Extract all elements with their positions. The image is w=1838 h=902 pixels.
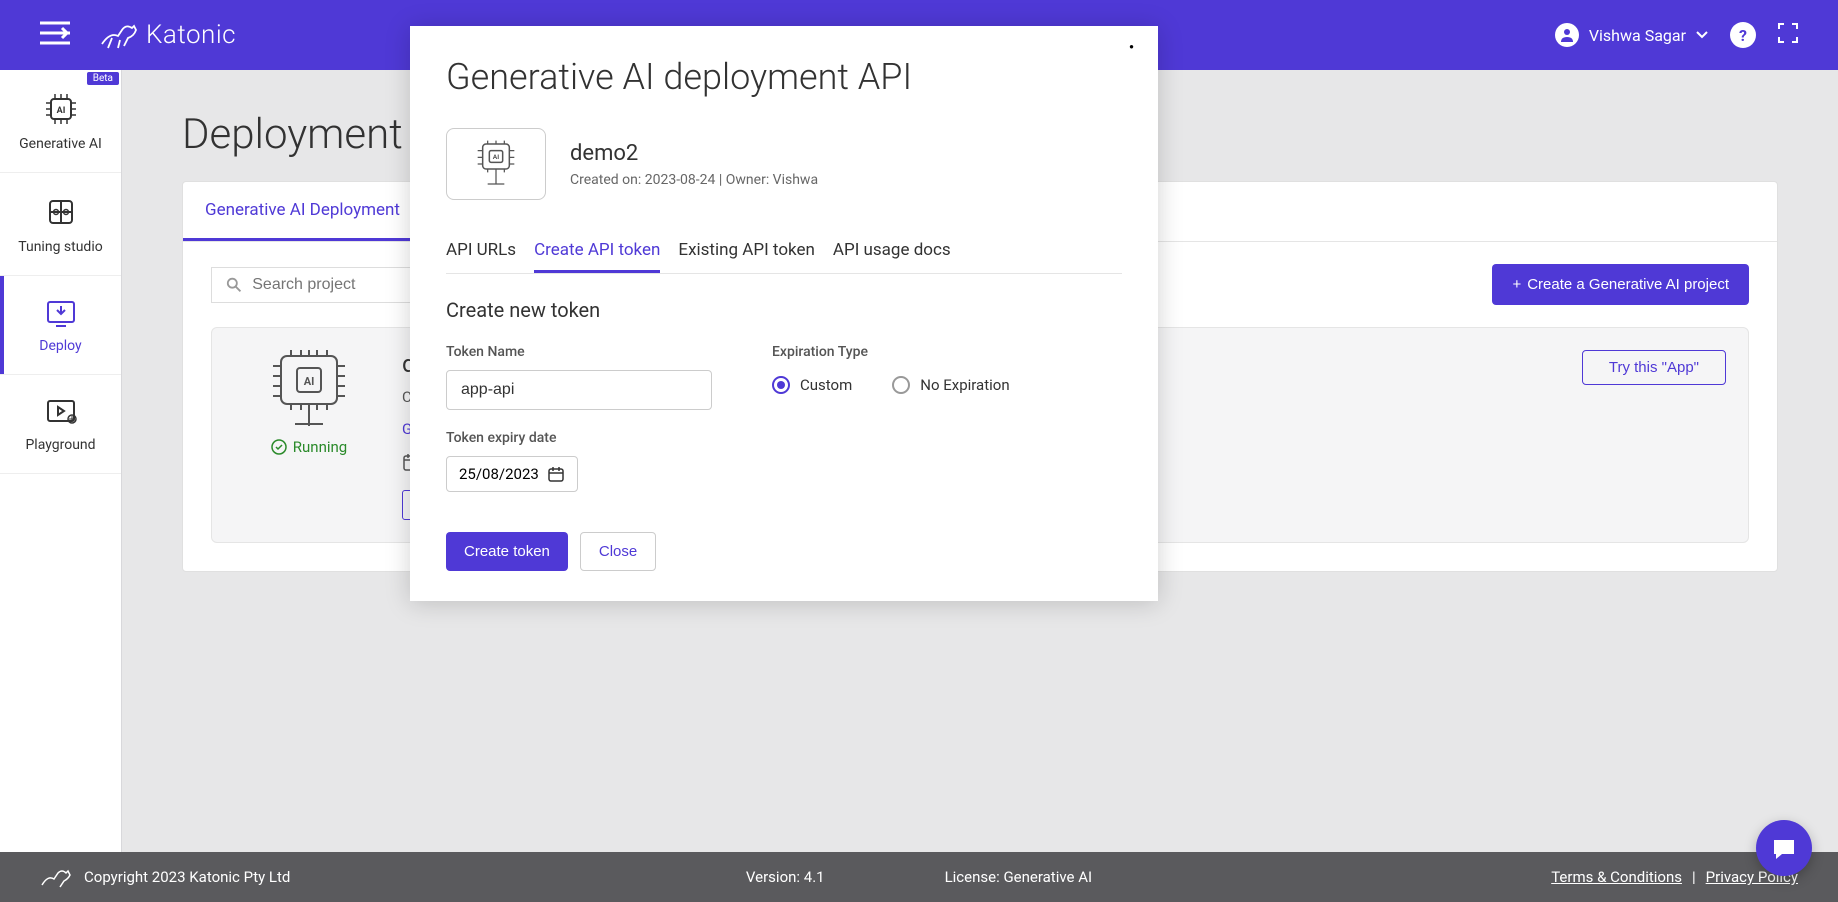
playground-icon xyxy=(44,397,78,427)
create-project-button[interactable]: + Create a Generative AI project xyxy=(1492,264,1749,305)
check-circle-icon xyxy=(271,439,287,455)
modal-actions: Create token Close xyxy=(446,532,1122,571)
expiration-type-label: Expiration Type xyxy=(772,344,1010,360)
deploy-icon xyxy=(44,298,78,328)
status: Running xyxy=(271,438,347,456)
chat-fab[interactable] xyxy=(1756,820,1812,876)
try-app-button[interactable]: Try this "App" xyxy=(1582,350,1726,385)
sidebar: Beta AI Generative AI Tuning studio Depl… xyxy=(0,70,122,872)
ai-chip-icon: AI xyxy=(44,92,78,126)
chevron-down-icon xyxy=(1696,31,1708,39)
status-label: Running xyxy=(293,438,347,456)
create-token-button[interactable]: Create token xyxy=(446,532,568,571)
radio-custom[interactable]: Custom xyxy=(772,376,852,394)
copyright: Copyright 2023 Katonic Pty Ltd xyxy=(84,868,290,886)
section-title: Create new token xyxy=(446,298,1122,322)
radio-row: Custom No Expiration xyxy=(772,376,1010,394)
user-name: Vishwa Sagar xyxy=(1589,26,1686,45)
expiry-date-label: Token expiry date xyxy=(446,430,1122,446)
modal-tabs: API URLs Create API token Existing API t… xyxy=(446,230,1122,274)
close-icon[interactable]: ● xyxy=(1129,42,1134,51)
radio-custom-label: Custom xyxy=(800,376,852,394)
user-avatar-icon xyxy=(1555,23,1579,47)
sidebar-item-label: Tuning studio xyxy=(18,239,102,255)
logo-text: Katonic xyxy=(146,20,236,50)
card-right: Try this "App" xyxy=(1582,350,1726,520)
token-name-input[interactable] xyxy=(446,370,712,410)
token-name-label: Token Name xyxy=(446,344,712,360)
tab-existing-api-token[interactable]: Existing API token xyxy=(678,230,814,273)
terms-link[interactable]: Terms & Conditions xyxy=(1551,868,1682,886)
puzzle-icon xyxy=(44,195,78,229)
card-left: AI Running xyxy=(234,350,384,520)
tab-api-urls[interactable]: API URLs xyxy=(446,230,516,273)
help-icon[interactable]: ? xyxy=(1730,22,1756,48)
svg-text:AI: AI xyxy=(56,106,65,116)
form-group-expiry-date: Token expiry date 25/08/2023 xyxy=(446,430,1122,492)
modal: ● Generative AI deployment API AI demo2 … xyxy=(410,26,1158,601)
footer: Copyright 2023 Katonic Pty Ltd Version: … xyxy=(0,852,1838,902)
footer-center: Version: 4.1 License: Generative AI xyxy=(746,868,1092,886)
sidebar-item-label: Playground xyxy=(25,437,95,453)
form-row: Token Name Expiration Type Custom No Exp… xyxy=(446,344,1122,410)
menu-toggle-icon[interactable] xyxy=(40,19,70,52)
expiry-date-value: 25/08/2023 xyxy=(459,465,539,483)
modal-project-name: demo2 xyxy=(570,141,818,166)
fullscreen-icon[interactable] xyxy=(1778,23,1798,47)
tab-api-usage-docs[interactable]: API usage docs xyxy=(833,230,951,273)
sidebar-item-generative-ai[interactable]: Beta AI Generative AI xyxy=(0,70,121,173)
sidebar-item-playground[interactable]: Playground xyxy=(0,375,121,474)
sidebar-item-tuning-studio[interactable]: Tuning studio xyxy=(0,173,121,276)
modal-header: AI demo2 Created on: 2023-08-24 | Owner:… xyxy=(446,128,1122,200)
user-menu[interactable]: Vishwa Sagar xyxy=(1555,23,1708,47)
create-project-label: Create a Generative AI project xyxy=(1527,276,1729,293)
radio-icon xyxy=(772,376,790,394)
expiry-date-input[interactable]: 25/08/2023 xyxy=(446,456,578,492)
logo[interactable]: Katonic xyxy=(100,20,236,50)
chat-icon xyxy=(1770,834,1798,862)
radio-noexp-label: No Expiration xyxy=(920,376,1009,394)
svg-text:AI: AI xyxy=(493,153,499,161)
form-group-token-name: Token Name xyxy=(446,344,712,410)
kangaroo-icon xyxy=(100,20,140,50)
tab-create-api-token[interactable]: Create API token xyxy=(534,230,660,273)
modal-title: Generative AI deployment API xyxy=(446,56,1122,98)
ai-chip-large-icon: AI xyxy=(261,350,357,426)
footer-right: Terms & Conditions | Privacy Policy xyxy=(1551,868,1798,886)
calendar-icon xyxy=(547,465,565,483)
radio-icon xyxy=(892,376,910,394)
modal-meta: Created on: 2023-08-24 | Owner: Vishwa xyxy=(570,172,818,188)
plus-icon: + xyxy=(1512,276,1521,293)
sidebar-item-label: Deploy xyxy=(39,338,81,354)
footer-left: Copyright 2023 Katonic Pty Ltd xyxy=(40,865,290,889)
topbar-right: Vishwa Sagar ? xyxy=(1555,22,1798,48)
kangaroo-icon xyxy=(40,865,74,889)
topbar-left: Katonic xyxy=(40,19,236,52)
sidebar-item-label: Generative AI xyxy=(19,136,102,152)
separator: | xyxy=(1692,868,1696,886)
license: License: Generative AI xyxy=(945,868,1093,886)
modal-chip-icon: AI xyxy=(446,128,546,200)
version: Version: 4.1 xyxy=(746,868,825,886)
beta-badge: Beta xyxy=(87,72,119,85)
form-group-expiration: Expiration Type Custom No Expiration xyxy=(772,344,1010,410)
close-button[interactable]: Close xyxy=(580,532,656,571)
modal-header-text: demo2 Created on: 2023-08-24 | Owner: Vi… xyxy=(570,141,818,188)
sidebar-item-deploy[interactable]: Deploy xyxy=(0,276,121,375)
svg-text:AI: AI xyxy=(304,375,315,388)
tab-generative-ai-deployment[interactable]: Generative AI Deployment xyxy=(183,182,422,241)
radio-no-expiration[interactable]: No Expiration xyxy=(892,376,1009,394)
search-icon xyxy=(226,276,242,294)
